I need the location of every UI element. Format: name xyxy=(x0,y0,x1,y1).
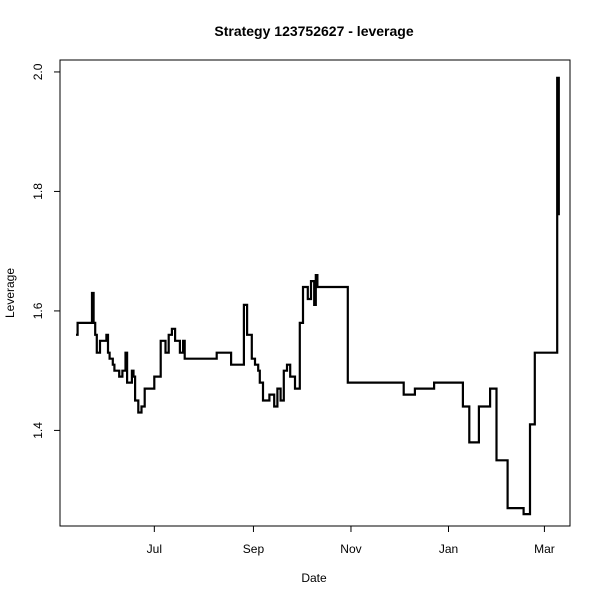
x-tick-label: Mar xyxy=(534,542,555,556)
x-axis-label: Date xyxy=(301,571,327,585)
leverage-series-line xyxy=(76,76,560,516)
y-tick-label: 1.8 xyxy=(31,183,45,200)
x-tick-label: Jan xyxy=(439,542,458,556)
x-axis: Jul Sep Nov Jan Mar xyxy=(143,525,555,556)
y-tick-label: 1.4 xyxy=(31,422,45,439)
x-tick-label: Nov xyxy=(340,542,361,556)
y-tick-label: 1.6 xyxy=(31,302,45,319)
y-axis: 1.4 1.6 1.8 2.0 xyxy=(31,63,61,439)
y-tick-label: 2.0 xyxy=(31,63,45,80)
chart-title: Strategy 123752627 - leverage xyxy=(214,23,413,39)
x-tick-label: Sep xyxy=(243,542,265,556)
y-axis-label: Leverage xyxy=(3,268,17,318)
series-group xyxy=(76,76,560,516)
x-tick-label: Jul xyxy=(147,542,162,556)
